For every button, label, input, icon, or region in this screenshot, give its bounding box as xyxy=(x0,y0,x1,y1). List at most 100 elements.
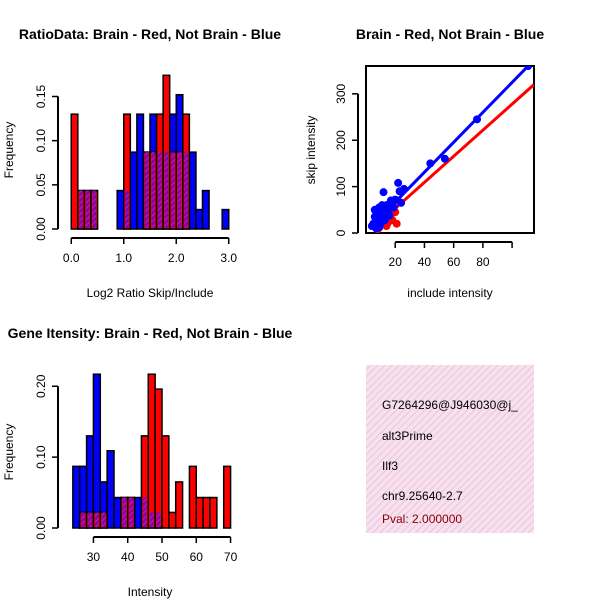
intensity-hist-x-tick-label: 60 xyxy=(190,550,204,564)
ratio-hist-y-tick-label: 0.05 xyxy=(34,173,48,197)
intensity-histogram-ylabel: Frequency xyxy=(2,424,16,481)
ratio-hist-bar-overlap xyxy=(85,190,90,228)
scatter-title: Brain - Red, Not Brain - Blue xyxy=(356,26,544,42)
ratio-hist-bar-not-brain xyxy=(221,208,230,230)
intensity-scatter-plot-frame xyxy=(365,65,535,234)
ratio-hist-bar-not-brain xyxy=(116,189,125,230)
ratio-hist-bar-overlap xyxy=(158,152,162,228)
intensity-histogram-xlabel: Intensity xyxy=(128,585,173,599)
intensity-hist-bar-brain xyxy=(222,465,232,529)
intensity-hist-bar-brain xyxy=(202,496,211,529)
intensity-scatter-point-brain xyxy=(392,219,401,228)
intensity-scatter-point-not-brain xyxy=(391,195,400,204)
ratio-hist-bar-overlap xyxy=(164,152,169,228)
ratio-hist-y-tick-label: 0.15 xyxy=(34,84,48,108)
info-line-gene: Ilf3 xyxy=(382,459,398,473)
ratio-hist-x-tick-label: 1.0 xyxy=(115,251,132,265)
intensity-scatter-y-tick-label: 200 xyxy=(334,130,348,150)
intensity-hist-bar-overlap xyxy=(88,512,92,527)
info-line-id: G7264296@J946030@j_ xyxy=(382,398,518,412)
intensity-hist-bar-brain xyxy=(174,481,184,529)
intensity-scatter-point-not-brain xyxy=(385,211,394,220)
intensity-scatter-x-tick-label: 20 xyxy=(389,255,403,269)
intensity-hist-bar-brain xyxy=(195,496,204,529)
intensity-hist-y-tick-label: 0.20 xyxy=(34,374,48,398)
ratio-histogram-ylabel: Frequency xyxy=(2,122,16,179)
intensity-hist-bar-overlap xyxy=(101,512,106,527)
ratio-hist-bar-not-brain xyxy=(201,189,210,230)
ratio-histogram: RatioData: Brain - Red, Not Brain - Blue… xyxy=(2,26,281,300)
intensity-scatter-x-tick-label: 80 xyxy=(476,255,490,269)
info-line-type: alt3Prime xyxy=(382,429,433,443)
ratio-hist-y-tick-label: 0.00 xyxy=(34,217,48,241)
intensity-hist-bar-not-brain xyxy=(113,496,122,529)
intensity-scatter-point-not-brain xyxy=(389,203,398,212)
intensity-hist-bar-brain xyxy=(154,388,163,529)
intensity-hist-bar-not-brain xyxy=(92,373,102,529)
ratio-histogram-xlabel: Log2 Ratio Skip/Include xyxy=(87,286,214,300)
intensity-hist-y-tick-label: 0.00 xyxy=(34,516,48,540)
ratio-hist-bar-overlap xyxy=(125,190,129,228)
info-panel-background xyxy=(366,365,534,533)
intensity-histogram-title: Gene Itensity: Brain - Red, Not Brain - … xyxy=(8,325,293,341)
intensity-scatter-y-tick-label: 300 xyxy=(334,84,348,104)
intensity-hist-bar-overlap xyxy=(94,512,99,527)
ratio-hist-bar-overlap xyxy=(171,152,175,228)
intensity-hist-y-tick-label: 0.10 xyxy=(34,445,48,469)
ratio-hist-bar-overlap xyxy=(92,190,96,228)
intensity-hist-x-tick-label: 50 xyxy=(155,550,169,564)
ratio-hist-bar-brain xyxy=(123,113,132,230)
intensity-scatter-point-not-brain xyxy=(440,154,449,163)
intensity-scatter-y-tick-label: 0 xyxy=(334,229,348,236)
intensity-histogram: Gene Itensity: Brain - Red, Not Brain - … xyxy=(2,325,293,599)
intensity-scatter: Brain - Red, Not Brain - Blue include in… xyxy=(304,26,544,300)
intensity-hist-bar-brain xyxy=(147,373,156,529)
intensity-hist-bar-not-brain xyxy=(133,496,143,529)
intensity-hist-bar-brain xyxy=(188,465,198,529)
ratio-hist-bar-overlap xyxy=(151,152,156,228)
info-panel: G7264296@J946030@j_ alt3Prime Ilf3 chr9.… xyxy=(366,365,534,533)
intensity-hist-x-tick-label: 30 xyxy=(87,550,101,564)
intensity-hist-bar-not-brain xyxy=(72,465,81,529)
scatter-xlabel: include intensity xyxy=(407,286,492,300)
ratio-hist-bar-not-brain xyxy=(188,151,197,230)
ratio-hist-bar-not-brain xyxy=(129,151,138,230)
intensity-scatter-point-not-brain xyxy=(397,198,406,207)
scatter-ylabel: skip intensity xyxy=(304,116,318,185)
intensity-scatter-y-tick-label: 100 xyxy=(334,176,348,196)
ratio-hist-bar-not-brain xyxy=(136,113,145,230)
intensity-hist-bar-brain xyxy=(209,496,218,529)
ratio-hist-bar-overlap xyxy=(177,152,182,228)
ratio-hist-x-tick-label: 0.0 xyxy=(63,251,80,265)
intensity-scatter-x-tick-label: 40 xyxy=(418,255,432,269)
ratio-hist-bar-overlap xyxy=(79,190,83,228)
intensity-hist-bar-overlap xyxy=(156,512,161,527)
intensity-scatter-point-not-brain xyxy=(394,178,403,187)
intensity-hist-bar-overlap xyxy=(142,497,147,527)
intensity-scatter-x-tick-label: 60 xyxy=(447,255,461,269)
info-pval: Pval: 2.000000 xyxy=(382,512,462,526)
ratio-hist-x-tick-label: 2.0 xyxy=(168,251,185,265)
intensity-scatter-plot-area xyxy=(367,66,534,233)
ratio-hist-x-tick-label: 3.0 xyxy=(220,251,237,265)
ratio-histogram-title: RatioData: Brain - Red, Not Brain - Blue xyxy=(19,26,281,42)
intensity-hist-x-tick-label: 70 xyxy=(224,550,238,564)
intensity-scatter-point-not-brain xyxy=(524,66,533,70)
intensity-hist-bar-brain xyxy=(168,511,177,529)
intensity-hist-x-tick-label: 40 xyxy=(121,550,135,564)
info-line-locus: chr9.25640-2.7 xyxy=(382,489,463,503)
intensity-hist-bar-not-brain xyxy=(106,450,115,529)
intensity-hist-bar-overlap xyxy=(122,497,127,527)
intensity-hist-bar-overlap xyxy=(129,497,134,527)
ratio-hist-bar-brain xyxy=(70,113,79,230)
intensity-hist-bar-overlap xyxy=(149,512,154,527)
ratio-hist-bar-overlap xyxy=(144,152,149,228)
intensity-hist-bar-brain xyxy=(161,435,170,529)
intensity-scatter-point-not-brain xyxy=(473,115,482,124)
intensity-hist-bar-overlap xyxy=(81,512,86,527)
ratio-hist-bar-overlap xyxy=(184,152,188,228)
ratio-hist-y-tick-label: 0.10 xyxy=(34,129,48,153)
intensity-scatter-point-not-brain xyxy=(426,159,435,168)
